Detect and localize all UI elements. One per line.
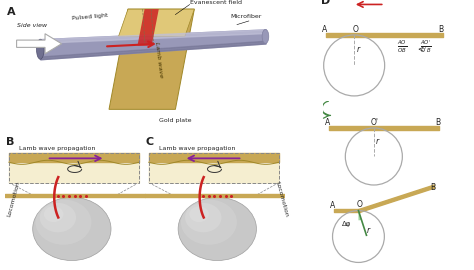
Text: D: D (321, 0, 330, 6)
Text: r: r (357, 45, 360, 54)
Text: B: B (438, 25, 444, 34)
Text: A: A (322, 25, 328, 34)
Text: Microfiber: Microfiber (230, 14, 261, 19)
Text: O: O (356, 200, 362, 209)
Polygon shape (17, 34, 62, 54)
Ellipse shape (36, 39, 44, 59)
Text: O': O' (371, 118, 379, 127)
Circle shape (40, 203, 76, 232)
Text: $\frac{AO}{OB}$: $\frac{AO}{OB}$ (397, 39, 408, 55)
Text: $<$: $<$ (417, 45, 425, 54)
Text: Pulsed light: Pulsed light (71, 13, 108, 21)
Polygon shape (109, 9, 194, 109)
Text: B: B (435, 118, 440, 127)
Text: r: r (376, 137, 379, 146)
Text: Lamb wave: Lamb wave (154, 41, 164, 77)
Wedge shape (358, 211, 362, 220)
Text: r: r (366, 226, 370, 235)
Circle shape (185, 203, 221, 232)
Text: Lamb wave propagation: Lamb wave propagation (158, 146, 235, 151)
Circle shape (181, 200, 237, 245)
Text: A: A (330, 201, 336, 210)
Ellipse shape (262, 29, 269, 43)
Text: Lamb wave propagation: Lamb wave propagation (18, 146, 95, 151)
Text: Evanescent field: Evanescent field (190, 0, 242, 5)
Text: Locomotion: Locomotion (6, 181, 20, 218)
Text: B: B (430, 183, 436, 192)
Circle shape (44, 206, 64, 222)
Text: O: O (352, 25, 358, 34)
Circle shape (189, 206, 209, 222)
Text: Gold plate: Gold plate (159, 118, 191, 123)
Circle shape (178, 197, 256, 261)
Text: A: A (7, 7, 16, 17)
Polygon shape (118, 9, 194, 36)
Circle shape (36, 200, 91, 245)
Text: Side view: Side view (17, 23, 47, 28)
Text: C: C (146, 137, 154, 147)
Text: $\frac{AO'}{O'B}$: $\frac{AO'}{O'B}$ (420, 39, 432, 55)
Text: Δφ: Δφ (342, 221, 352, 227)
Polygon shape (137, 9, 159, 46)
Text: B: B (6, 137, 15, 147)
Text: A: A (325, 118, 330, 127)
Text: Locomotion: Locomotion (274, 181, 289, 218)
Circle shape (33, 197, 111, 261)
